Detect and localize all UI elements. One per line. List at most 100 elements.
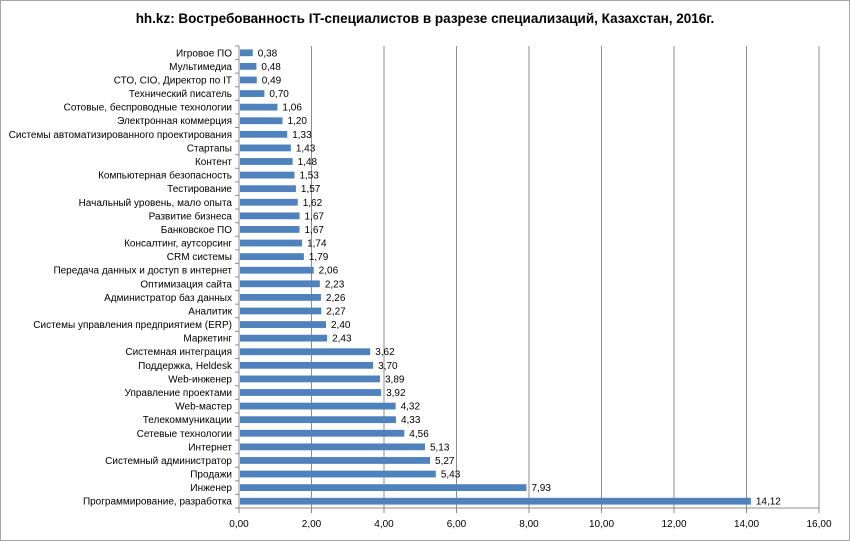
data-label: 1,74 bbox=[307, 239, 327, 250]
category-label: Аналитик bbox=[188, 306, 232, 317]
data-label: 1,33 bbox=[292, 130, 312, 141]
category-label: Передача данных и доступ в интернет bbox=[53, 266, 232, 277]
bar bbox=[240, 76, 257, 84]
data-label: 2,27 bbox=[326, 306, 346, 317]
category-label: Мультимедиа bbox=[169, 62, 232, 73]
bar bbox=[240, 389, 382, 396]
bar bbox=[240, 348, 371, 356]
category-label: Компьютерная безопасность bbox=[98, 170, 232, 182]
data-label: 4,33 bbox=[401, 415, 421, 426]
bar bbox=[240, 212, 300, 220]
bar bbox=[240, 103, 278, 111]
category-label: Сетевые технологии bbox=[137, 429, 232, 440]
category-label: Консалтинг, аутсорсинг bbox=[124, 239, 232, 250]
category-label: Интернет bbox=[188, 442, 232, 453]
category-label: Сотовые, беспроводные технологии bbox=[64, 102, 232, 114]
bar bbox=[240, 443, 425, 451]
data-label: 1,67 bbox=[305, 225, 325, 236]
data-label: 3,70 bbox=[378, 361, 398, 372]
bar bbox=[240, 117, 283, 125]
x-tick-label: 14,00 bbox=[734, 519, 759, 530]
category-label: Управление проектами bbox=[125, 388, 232, 399]
category-label: Продажи bbox=[190, 470, 232, 481]
bar bbox=[240, 185, 296, 193]
category-label: Программирование, разработка bbox=[83, 496, 232, 508]
category-label: Web-мастер bbox=[175, 402, 232, 413]
bar bbox=[240, 293, 321, 301]
category-label: Телекоммуникации bbox=[143, 415, 232, 426]
x-tick-label: 8,00 bbox=[519, 519, 539, 530]
category-label: Игровое ПО bbox=[176, 48, 232, 59]
bar bbox=[240, 484, 527, 492]
data-label: 1,67 bbox=[305, 211, 325, 222]
data-label: 1,06 bbox=[282, 103, 302, 114]
category-label: Поддержка, Heldesk bbox=[138, 361, 233, 372]
data-label: 2,43 bbox=[332, 334, 352, 345]
data-label: 2,06 bbox=[319, 266, 339, 277]
bar bbox=[240, 144, 291, 152]
data-label: 2,40 bbox=[331, 320, 351, 331]
bar bbox=[240, 334, 328, 342]
category-label: Технический писатель bbox=[129, 89, 232, 100]
data-label: 1,62 bbox=[303, 198, 323, 209]
data-label: 1,48 bbox=[298, 157, 318, 168]
bar bbox=[240, 375, 381, 383]
category-label: Развитие бизнеса bbox=[149, 210, 233, 222]
x-tick-label: 16,00 bbox=[806, 519, 831, 530]
x-tick-label: 0,00 bbox=[229, 519, 249, 530]
category-label: Web-инженер bbox=[168, 374, 232, 385]
data-label: 2,23 bbox=[325, 279, 345, 290]
data-label: 3,62 bbox=[375, 347, 395, 358]
data-label: 1,53 bbox=[299, 171, 319, 182]
category-label: Оптимизация сайта bbox=[140, 279, 232, 290]
bar bbox=[240, 429, 405, 437]
category-label: Банковское ПО bbox=[161, 225, 232, 236]
bar bbox=[240, 307, 322, 315]
data-label: 0,38 bbox=[258, 48, 278, 59]
data-label: 1,43 bbox=[296, 143, 316, 154]
category-label: СТО, CIO, Директор по IT bbox=[114, 75, 232, 86]
category-label: Администратор баз данных bbox=[104, 292, 232, 304]
category-label: Начальный уровень, мало опыта bbox=[79, 198, 233, 209]
x-tick-label: 6,00 bbox=[447, 519, 467, 530]
data-label: 4,32 bbox=[401, 402, 421, 413]
bar bbox=[240, 457, 431, 464]
data-label: 1,57 bbox=[301, 184, 321, 195]
data-label: 0,49 bbox=[262, 75, 282, 86]
bar bbox=[240, 130, 288, 138]
category-label: Контент bbox=[195, 157, 232, 168]
bar bbox=[240, 253, 304, 261]
bar bbox=[240, 416, 396, 424]
data-label: 14,12 bbox=[756, 497, 781, 508]
bar bbox=[240, 158, 293, 165]
data-label: 0,48 bbox=[261, 62, 281, 73]
bar bbox=[240, 90, 265, 97]
category-label: Стартапы bbox=[187, 143, 232, 154]
bar bbox=[240, 49, 253, 57]
x-tick-label: 10,00 bbox=[589, 519, 614, 530]
bar bbox=[240, 198, 298, 206]
chart-title: hh.kz: Востребованность IT-специалистов … bbox=[135, 11, 715, 26]
category-label: Системы управления предприятием (ERP) bbox=[33, 320, 232, 331]
category-label: Системный администратор bbox=[105, 456, 232, 467]
category-label: Электронная коммерция bbox=[117, 116, 232, 127]
data-label: 1,20 bbox=[288, 116, 308, 127]
data-label: 4,56 bbox=[409, 429, 429, 440]
bar bbox=[240, 171, 295, 179]
bar bbox=[240, 266, 314, 274]
bar bbox=[240, 321, 326, 328]
data-label: 5,43 bbox=[441, 470, 461, 481]
category-label: Тестирование bbox=[167, 184, 232, 195]
data-label: 5,27 bbox=[435, 456, 455, 467]
data-label: 3,89 bbox=[385, 374, 405, 385]
data-label: 7,93 bbox=[531, 483, 551, 494]
data-label: 0,70 bbox=[269, 89, 289, 100]
bar bbox=[240, 226, 300, 233]
bar bbox=[240, 62, 257, 70]
category-label: Инженер bbox=[190, 483, 232, 494]
data-label: 3,92 bbox=[386, 388, 406, 399]
x-tick-label: 12,00 bbox=[661, 519, 686, 530]
category-label: Системная интеграция bbox=[125, 347, 232, 358]
